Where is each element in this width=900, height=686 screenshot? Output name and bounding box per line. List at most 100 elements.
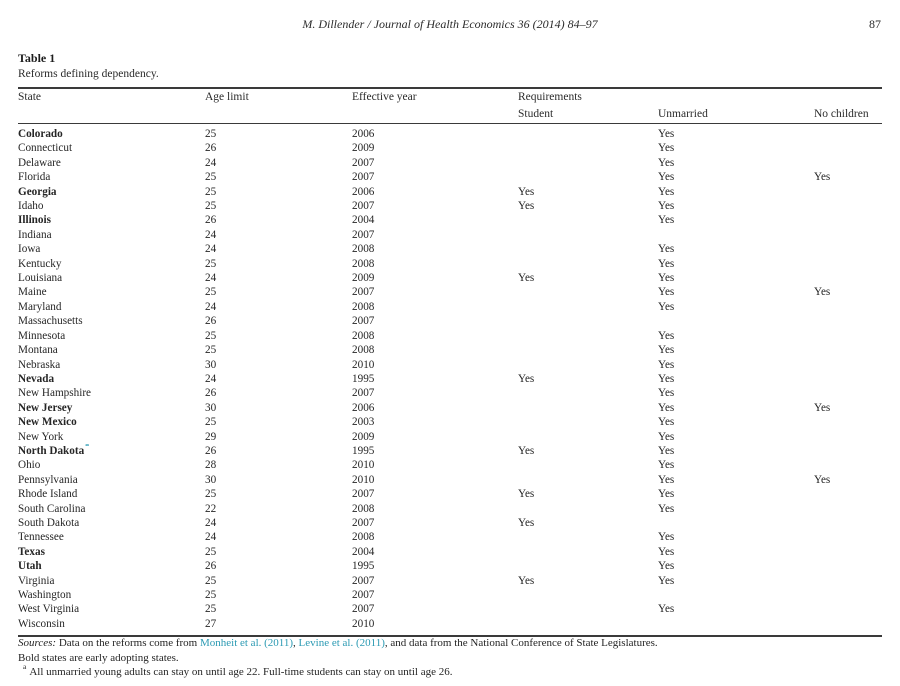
student-cell — [518, 415, 658, 429]
student-cell — [518, 156, 658, 170]
age-limit-cell: 26 — [205, 387, 217, 400]
monheit-citation-link[interactable]: Monheit et al. (2011) — [199, 637, 294, 649]
col-header-age-limit: Age limit — [205, 91, 249, 103]
effective-year-cell: 2004 — [352, 545, 375, 558]
student-cell — [518, 386, 658, 400]
age-limit-cell: 26 — [205, 560, 217, 573]
student-cell — [518, 401, 658, 415]
age-limit-cell: 26 — [205, 315, 217, 328]
student-cell — [518, 285, 658, 299]
state-cell: Delaware — [18, 156, 61, 169]
effective-year-cell: 2007 — [352, 488, 375, 501]
effective-year-cell: 2007 — [352, 589, 375, 601]
table-label: Table 1 — [18, 51, 56, 65]
effective-year-cell: 2010 — [352, 617, 375, 630]
effective-year-cell: 2007 — [352, 171, 375, 184]
age-limit-cell: 27 — [205, 617, 217, 630]
table-row: Illinois 26 2004 Yes — [18, 213, 882, 227]
no-children-cell — [814, 242, 882, 256]
age-limit-cell: 25 — [205, 416, 217, 429]
effective-year-cell: 2008 — [352, 300, 375, 313]
state-cell: Wisconsin — [18, 617, 65, 630]
unmarried-cell: Yes — [658, 200, 675, 213]
student-cell — [518, 300, 658, 314]
no-children-cell — [814, 617, 882, 636]
unmarried-cell: Yes — [658, 272, 675, 285]
unmarried-cell: Yes — [658, 185, 675, 198]
unmarried-cell — [658, 617, 814, 636]
table-row: New Hampshire 26 2007 Yes — [18, 386, 882, 400]
effective-year-cell: 2008 — [352, 243, 375, 256]
table-row: Massachusetts 26 2007 — [18, 314, 882, 328]
no-children-cell — [814, 430, 882, 444]
age-limit-cell: 25 — [205, 185, 217, 198]
sources-label: Sources: — [18, 637, 57, 649]
age-limit-cell: 25 — [205, 128, 217, 140]
age-limit-cell: 30 — [205, 473, 217, 486]
student-cell: Yes — [518, 200, 535, 213]
unmarried-cell: Yes — [658, 488, 675, 501]
age-limit-cell: 25 — [205, 603, 217, 616]
no-children-cell — [814, 228, 882, 242]
effective-year-cell: 2007 — [352, 387, 375, 400]
unmarried-cell: Yes — [658, 473, 675, 486]
age-limit-cell: 24 — [205, 372, 217, 385]
levine-citation-link[interactable]: Levine et al. (2011) — [298, 637, 385, 649]
state-cell: Maine — [18, 286, 47, 299]
student-cell: Yes — [518, 516, 535, 529]
table-row: Indiana 24 2007 — [18, 228, 882, 242]
age-limit-cell: 24 — [205, 272, 217, 285]
no-children-cell: Yes — [814, 473, 831, 486]
sources-text-2: , — [293, 637, 299, 649]
student-cell — [518, 588, 658, 602]
effective-year-cell: 2008 — [352, 502, 375, 515]
table-row: Virginia 25 2007 Yes Yes — [18, 574, 882, 588]
state-cell: Kentucky — [18, 257, 62, 270]
student-cell — [518, 530, 658, 544]
effective-year-cell: 2007 — [352, 574, 375, 587]
no-children-cell — [814, 213, 882, 227]
footnote-a: a All unmarried young adults can stay on … — [18, 663, 882, 680]
unmarried-cell: Yes — [658, 372, 675, 385]
no-children-cell — [814, 502, 882, 516]
state-cell: Iowa — [18, 243, 41, 256]
student-cell — [518, 602, 658, 616]
unmarried-cell: Yes — [658, 401, 675, 414]
col-header-effective-year: Effective year — [352, 91, 417, 103]
state-cell: Nebraska — [18, 358, 61, 371]
no-children-cell — [814, 156, 882, 170]
effective-year-cell: 2009 — [352, 430, 375, 443]
no-children-cell — [814, 574, 882, 588]
state-cell: Maryland — [18, 300, 62, 313]
age-limit-cell: 25 — [205, 545, 217, 558]
state-cell: Massachusetts — [18, 315, 83, 328]
student-cell — [518, 329, 658, 343]
student-cell — [518, 502, 658, 516]
effective-year-cell: 1995 — [352, 372, 375, 385]
student-cell — [518, 358, 658, 372]
footnote-text: All unmarried young adults can stay on u… — [29, 666, 453, 678]
age-limit-cell: 28 — [205, 459, 217, 472]
col-header-no-children: No children — [814, 106, 882, 124]
student-cell: Yes — [518, 488, 535, 501]
no-children-cell — [814, 602, 882, 616]
state-cell: New York — [18, 430, 64, 443]
table-row: Colorado 25 2006 Yes — [18, 124, 882, 142]
no-children-cell — [814, 444, 882, 458]
no-children-cell — [814, 124, 882, 142]
student-cell — [518, 430, 658, 444]
no-children-cell — [814, 487, 882, 501]
age-limit-cell: 24 — [205, 516, 217, 529]
state-cell: Montana — [18, 344, 58, 357]
age-limit-cell: 24 — [205, 243, 217, 256]
table-body: Colorado 25 2006 Yes Connecticut 26 2009 Yes Del… — [18, 124, 882, 637]
table-row: Florida 25 2007 Yes Yes — [18, 170, 882, 184]
table-row: South Carolina 22 2008 Yes — [18, 502, 882, 516]
state-cell: Utah — [18, 560, 42, 573]
no-children-cell — [814, 300, 882, 314]
no-children-cell — [814, 372, 882, 386]
unmarried-cell: Yes — [658, 387, 675, 400]
table-row: Iowa 24 2008 Yes — [18, 242, 882, 256]
state-cell: Pennsylvania — [18, 473, 78, 486]
table-row: New York 29 2009 Yes — [18, 430, 882, 444]
